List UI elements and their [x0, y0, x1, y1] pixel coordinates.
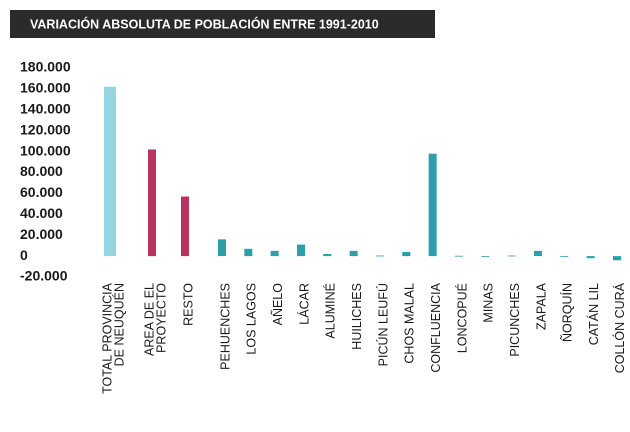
y-tick-label: 100.000 — [20, 142, 71, 158]
y-tick-label: 180.000 — [20, 59, 71, 75]
bar — [181, 196, 189, 257]
x-tick-label: TOTAL PROVINCIA — [100, 282, 114, 394]
y-tick-label: 0 — [20, 247, 28, 263]
x-tick-label: LONCOPUÉ — [454, 283, 469, 353]
bar — [612, 256, 621, 261]
y-tick-label: 40.000 — [20, 205, 63, 221]
y-tick-label: 20.000 — [20, 226, 63, 242]
bar — [323, 254, 332, 257]
x-tick-label: MINAS — [482, 283, 496, 323]
x-tick-label: DE NEUQUÉN — [111, 283, 126, 366]
bar — [402, 251, 411, 257]
bar — [586, 256, 595, 259]
x-tick-label: HUILICHES — [350, 283, 364, 350]
y-tick-label: 140.000 — [20, 101, 71, 117]
x-tick-label: COLLÓN CURÁ — [612, 282, 627, 373]
y-tick-label: 120.000 — [20, 121, 71, 137]
x-tick-label: PEHUENCHES — [218, 283, 232, 370]
x-tick-label: LOS LAGOS — [245, 283, 259, 355]
x-tick-label: PICUNCHES — [508, 283, 522, 357]
x-tick-label: PICÚN LEUFÚ — [375, 283, 390, 366]
bar — [296, 244, 305, 257]
bar — [507, 255, 516, 257]
y-tick-label: 60.000 — [20, 184, 63, 200]
x-tick-label: ALUMINÉ — [323, 283, 338, 339]
bar — [148, 149, 156, 257]
bar — [428, 153, 437, 257]
x-tick-label: AREA DE EL — [142, 283, 156, 356]
y-tick-label: 80.000 — [20, 163, 63, 179]
bar — [104, 86, 116, 257]
y-tick-label: -20.000 — [20, 268, 68, 284]
bar — [454, 255, 463, 257]
x-tick-label: AÑELO — [271, 283, 285, 326]
bar — [244, 248, 253, 257]
bar — [349, 250, 358, 257]
x-tick-label: ÑORQUÍN — [560, 283, 575, 342]
bar — [218, 239, 226, 257]
x-tick-label: ZAPALA — [534, 282, 548, 330]
x-tick-label: PROYECTO — [154, 283, 168, 353]
x-tick-label: LÁCAR — [296, 283, 311, 325]
x-tick-label: CATÁN LIL — [586, 283, 601, 345]
title-band — [10, 10, 435, 38]
bar — [375, 255, 384, 257]
y-tick-label: 160.000 — [20, 80, 71, 96]
bar — [560, 256, 569, 257]
x-tick-label: CHOS MALAL — [403, 283, 417, 364]
bar — [270, 250, 279, 257]
bar — [533, 250, 542, 257]
x-tick-label: CONFLUENCIA — [429, 282, 443, 372]
x-tick-label: RESTO — [181, 283, 195, 326]
bar — [481, 256, 490, 257]
chart-title: VARIACIÓN ABSOLUTA DE POBLACIÓN ENTRE 19… — [30, 16, 379, 31]
